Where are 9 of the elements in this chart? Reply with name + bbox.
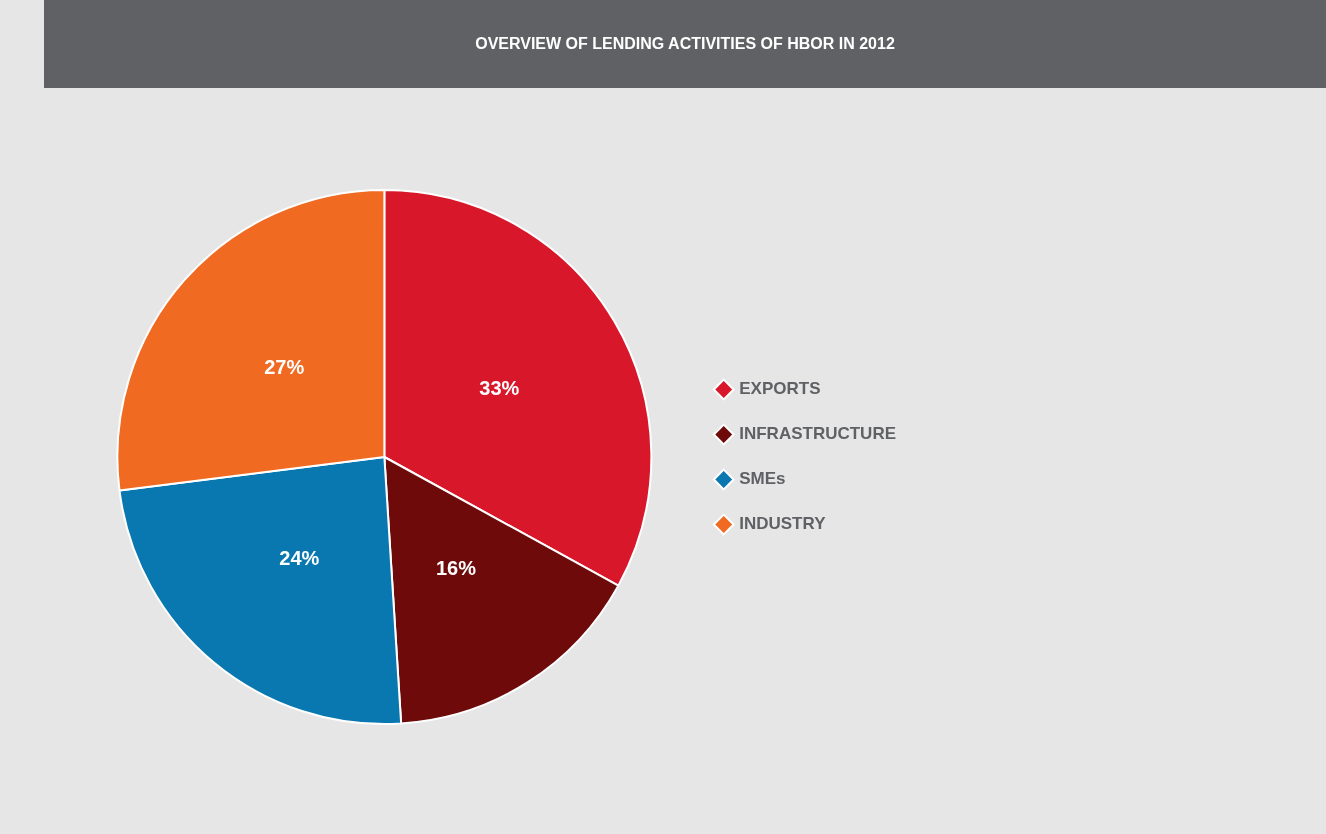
chart-title: OVERVIEW OF LENDING ACTIVITIES OF HBOR IN 2012 bbox=[44, 0, 1326, 88]
legend-label: SMEs bbox=[739, 469, 786, 489]
legend-label: INFRASTRUCTURE bbox=[739, 424, 897, 444]
legend-label: INDUSTRY bbox=[739, 514, 827, 534]
legend-label: EXPORTS bbox=[739, 379, 821, 399]
data-label: 16% bbox=[435, 557, 477, 580]
data-label: 27% bbox=[264, 356, 305, 379]
data-label: 24% bbox=[279, 547, 320, 570]
data-label: 33% bbox=[479, 376, 520, 399]
